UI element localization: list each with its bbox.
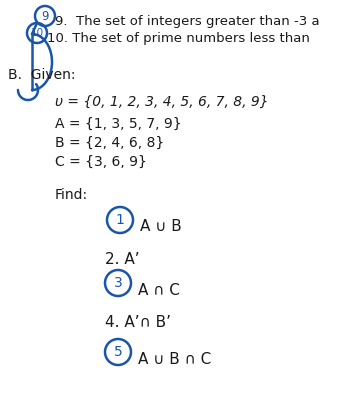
Text: B.  Given:: B. Given: bbox=[8, 68, 76, 82]
Text: A ∪ B: A ∪ B bbox=[140, 219, 182, 234]
Text: υ = {0, 1, 2, 3, 4, 5, 6, 7, 8, 9}: υ = {0, 1, 2, 3, 4, 5, 6, 7, 8, 9} bbox=[55, 95, 269, 109]
Text: A ∪ B ∩ C: A ∪ B ∩ C bbox=[138, 352, 211, 367]
Text: B = {2, 4, 6, 8}: B = {2, 4, 6, 8} bbox=[55, 136, 164, 150]
Text: 2. A’: 2. A’ bbox=[105, 252, 140, 267]
Text: C = {3, 6, 9}: C = {3, 6, 9} bbox=[55, 155, 147, 169]
Text: 10: 10 bbox=[30, 28, 43, 38]
Text: 10. The set of prime numbers less than: 10. The set of prime numbers less than bbox=[47, 32, 310, 45]
Text: 9.  The set of integers greater than -3 a: 9. The set of integers greater than -3 a bbox=[55, 15, 319, 28]
Text: 9: 9 bbox=[41, 9, 49, 22]
Text: A ∩ C: A ∩ C bbox=[138, 283, 180, 298]
Text: 3: 3 bbox=[114, 276, 122, 290]
Text: 5: 5 bbox=[114, 345, 122, 359]
Text: 1: 1 bbox=[116, 213, 125, 227]
Text: A = {1, 3, 5, 7, 9}: A = {1, 3, 5, 7, 9} bbox=[55, 117, 181, 131]
Text: 4. A’∩ B’: 4. A’∩ B’ bbox=[105, 315, 171, 330]
Text: Find:: Find: bbox=[55, 188, 88, 202]
